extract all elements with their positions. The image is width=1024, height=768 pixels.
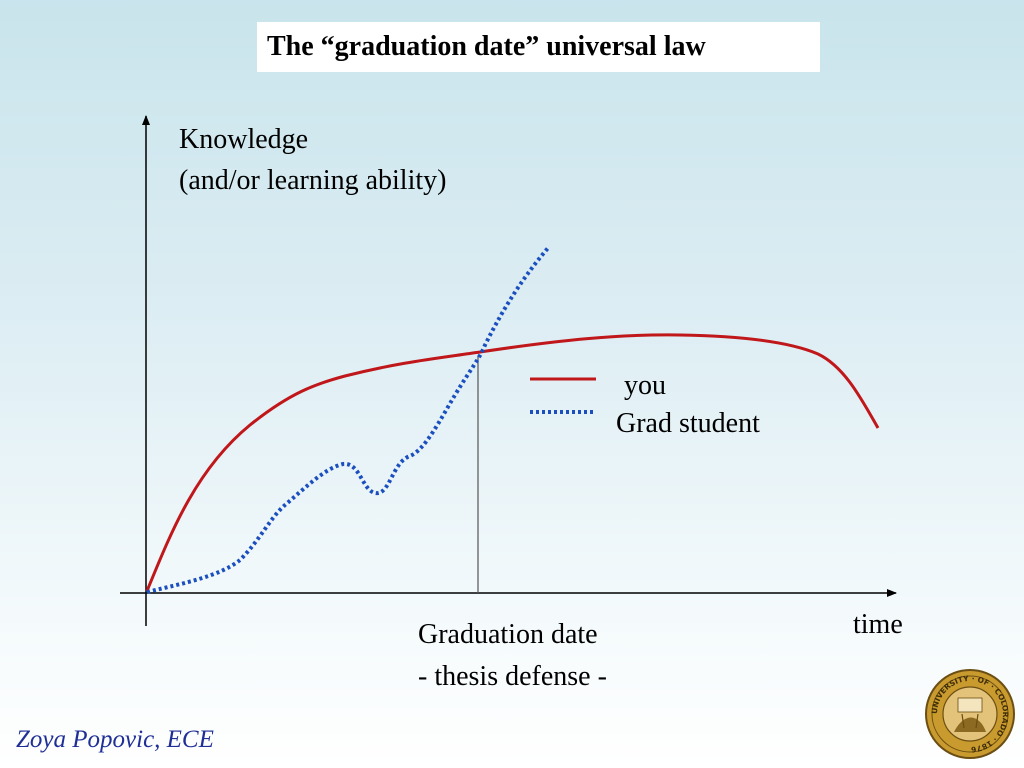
y-axis-label-line2: (and/or learning ability) <box>179 165 447 196</box>
y-axis-label: Knowledge (and/or learning ability) <box>179 119 446 201</box>
slide-title: The “graduation date” universal law <box>257 22 820 72</box>
slide-title-text: The “graduation date” universal law <box>267 31 706 62</box>
legend-label-you: you <box>624 370 666 401</box>
grad-student-curve <box>146 246 550 594</box>
you-curve <box>145 333 880 592</box>
x-axis-label: time <box>853 609 903 640</box>
graduation-date-label: Graduation date - thesis defense - <box>418 614 607 698</box>
author-footer: Zoya Popovic, ECE <box>16 726 214 753</box>
graduation-date-label-line1: Graduation date <box>418 619 598 650</box>
university-seal-icon: UNIVERSITY · OF · COLORADO · 1876 <box>925 669 1015 759</box>
y-axis-label-line1: Knowledge <box>179 124 309 155</box>
legend-label-grad-student: Grad student <box>616 408 760 439</box>
graduation-date-label-line2: - thesis defense - <box>418 661 607 692</box>
